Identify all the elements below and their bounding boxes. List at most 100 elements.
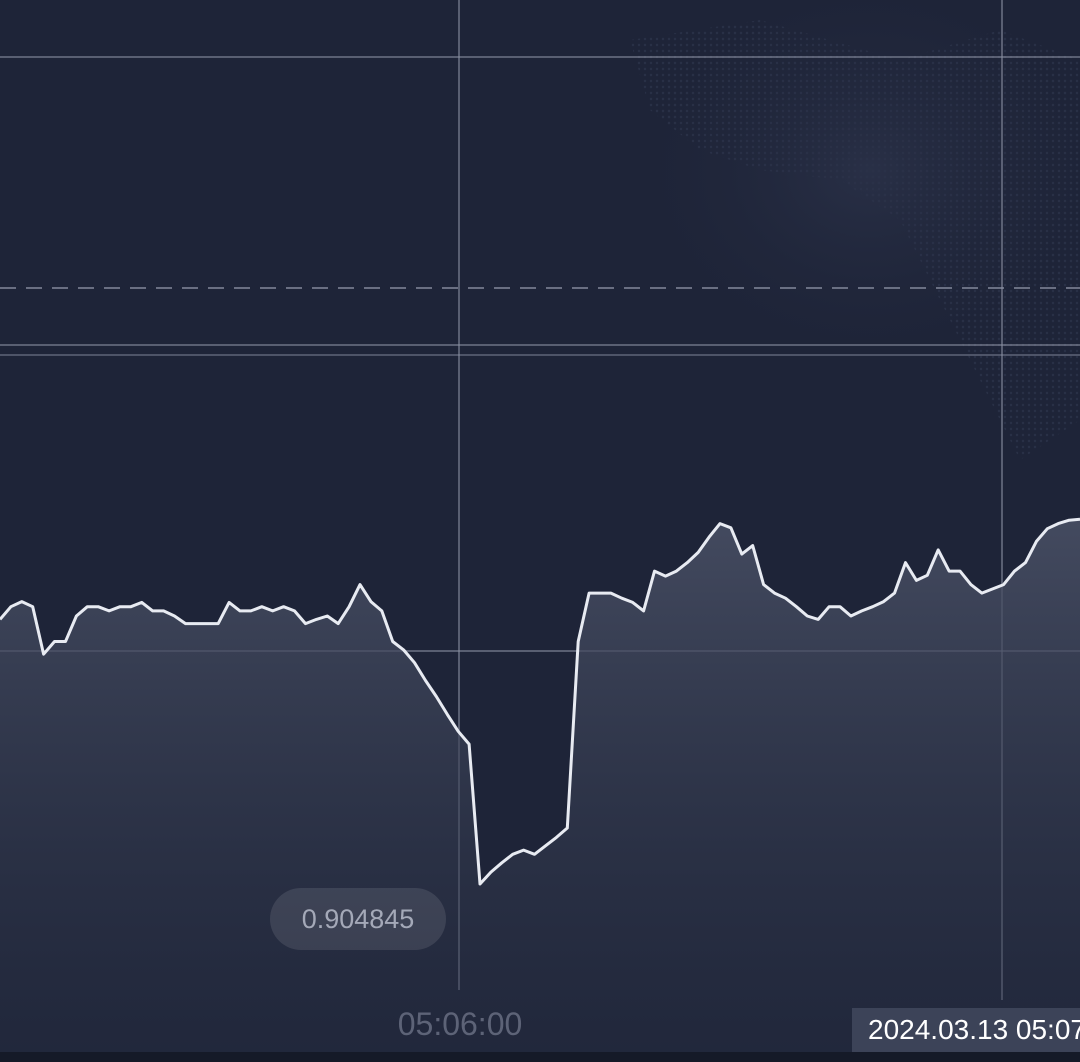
data-point (238, 609, 242, 613)
data-point (609, 591, 613, 595)
data-point (707, 535, 711, 539)
data-point (511, 852, 515, 856)
data-point (325, 614, 329, 618)
data-point (576, 640, 580, 644)
data-point (140, 600, 144, 604)
area-fill (0, 519, 1080, 1062)
data-point (969, 583, 973, 587)
data-point (544, 844, 548, 848)
data-point (96, 605, 100, 609)
data-point (740, 552, 744, 556)
data-point (74, 614, 78, 618)
data-point (216, 622, 220, 626)
data-point (413, 661, 417, 665)
data-point (958, 569, 962, 573)
data-point (696, 550, 700, 554)
data-point (1002, 583, 1006, 587)
data-point (751, 544, 755, 548)
data-point (304, 622, 308, 626)
data-point (565, 826, 569, 830)
x-tick-label: 05:06:00 (397, 1006, 523, 1042)
data-point (260, 605, 264, 609)
series-layer (0, 517, 1080, 886)
data-point (380, 609, 384, 613)
data-point (827, 605, 831, 609)
data-point (685, 561, 689, 565)
data-point (347, 605, 351, 609)
data-point (118, 605, 122, 609)
data-point (500, 861, 504, 865)
current-time-tag: 2024.03.13 05:07 (852, 1008, 1080, 1052)
data-point (773, 591, 777, 595)
data-point (794, 605, 798, 609)
series-line (0, 517, 1080, 886)
data-point (1024, 561, 1028, 565)
data-point (369, 600, 373, 604)
data-point (1056, 522, 1060, 526)
data-point (871, 605, 875, 609)
data-point (838, 605, 842, 609)
data-point (860, 609, 864, 613)
series-area (0, 519, 1080, 1062)
data-point (53, 640, 57, 644)
data-point (914, 578, 918, 582)
data-point (184, 622, 188, 626)
data-point (336, 622, 340, 626)
data-point (674, 569, 678, 573)
data-point (293, 609, 297, 613)
data-point (980, 591, 984, 595)
data-point (762, 583, 766, 587)
data-point (271, 609, 275, 613)
min-value-label: 0.904845 (301, 904, 415, 934)
data-point (653, 569, 657, 573)
data-point (947, 569, 951, 573)
data-point (205, 622, 209, 626)
data-point (358, 583, 362, 587)
data-point (173, 614, 177, 618)
data-point (9, 605, 13, 609)
data-point (631, 600, 635, 604)
data-point (729, 526, 733, 530)
data-point (598, 591, 602, 595)
data-point (1067, 518, 1071, 522)
data-point (20, 600, 24, 604)
data-point (620, 596, 624, 600)
data-point (805, 614, 809, 618)
data-point (456, 729, 460, 733)
data-point (893, 591, 897, 595)
data-point (107, 609, 111, 613)
data-point (445, 712, 449, 716)
data-point (314, 617, 318, 621)
min-value-badge: 0.904845 (270, 888, 446, 950)
data-point (784, 596, 788, 600)
data-point (227, 600, 231, 604)
data-point (936, 548, 940, 552)
data-point (664, 574, 668, 578)
data-point (816, 617, 820, 621)
data-point (478, 882, 482, 886)
data-point (249, 609, 253, 613)
data-point (849, 614, 853, 618)
data-point (642, 609, 646, 613)
data-point (1045, 527, 1049, 531)
data-point (129, 605, 133, 609)
data-point (194, 622, 198, 626)
data-point (162, 609, 166, 613)
world-map-backdrop (610, 0, 1080, 460)
data-point (533, 852, 537, 856)
data-point (489, 870, 493, 874)
data-point (42, 652, 46, 656)
data-point (31, 605, 35, 609)
data-point (587, 591, 591, 595)
data-point (424, 679, 428, 683)
data-point (991, 587, 995, 591)
data-point (434, 695, 438, 699)
data-point (522, 848, 526, 852)
data-point (64, 640, 68, 644)
data-point (467, 742, 471, 746)
bottom-bar (0, 1052, 1080, 1062)
data-point (402, 648, 406, 652)
data-point (1034, 539, 1038, 543)
